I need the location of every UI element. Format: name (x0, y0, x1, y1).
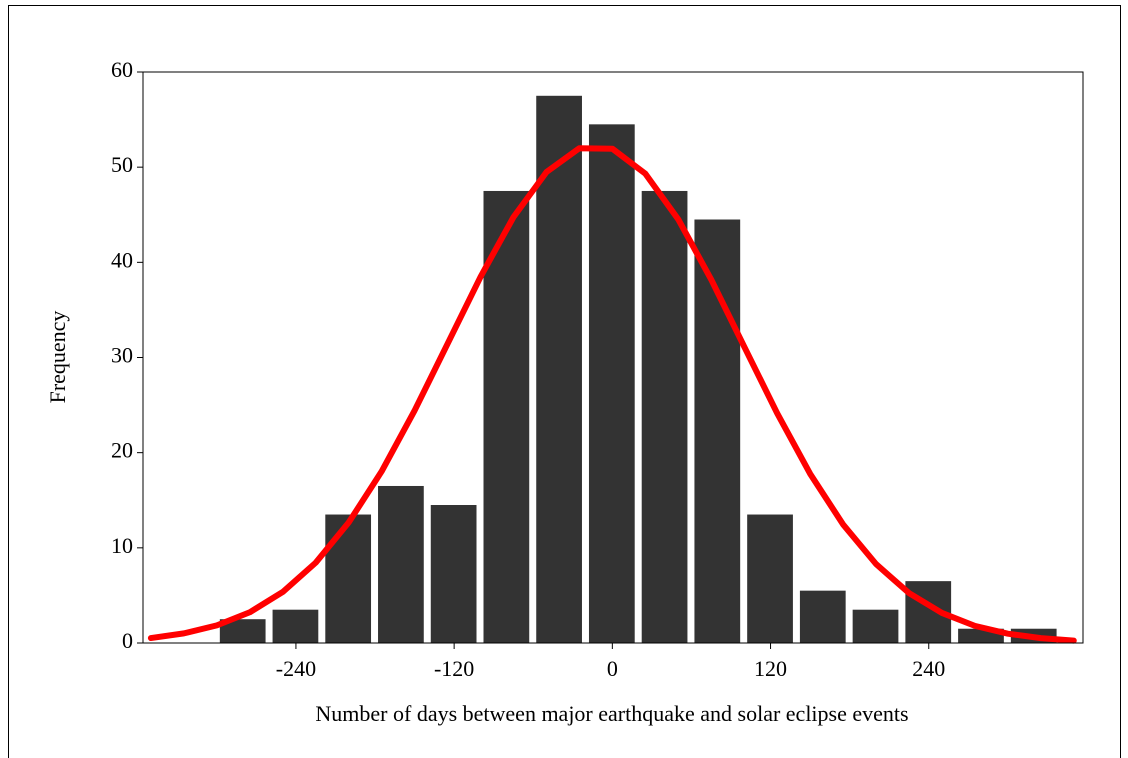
bar (430, 505, 477, 643)
x-tick-label: -120 (434, 656, 474, 681)
bar (694, 219, 741, 643)
bar (852, 609, 899, 643)
y-tick-label: 30 (111, 343, 133, 368)
y-axis-label: Frequency (45, 311, 70, 404)
bar (536, 95, 582, 643)
outer-border (8, 5, 1121, 758)
bar (325, 514, 372, 643)
fit-curve (147, 145, 1077, 644)
x-tick-label: 0 (607, 656, 618, 681)
bar (378, 485, 424, 643)
bar (272, 609, 319, 643)
y-tick-label: 40 (111, 247, 133, 272)
bar (641, 190, 688, 644)
y-tick-label: 20 (111, 438, 133, 463)
x-tick-label: 120 (754, 656, 787, 681)
bar (799, 590, 846, 643)
x-tick-label: -240 (276, 656, 316, 681)
y-tick-label: 60 (111, 57, 133, 82)
x-axis-label: Number of days between major earthquake … (315, 701, 908, 726)
x-tick-label: 240 (912, 656, 945, 681)
bar (588, 124, 635, 643)
y-tick-label: 0 (122, 628, 133, 653)
y-tick-label: 10 (111, 533, 133, 558)
bar (219, 619, 266, 643)
bar (483, 190, 530, 644)
y-tick-label: 50 (111, 152, 133, 177)
bar (747, 514, 793, 643)
